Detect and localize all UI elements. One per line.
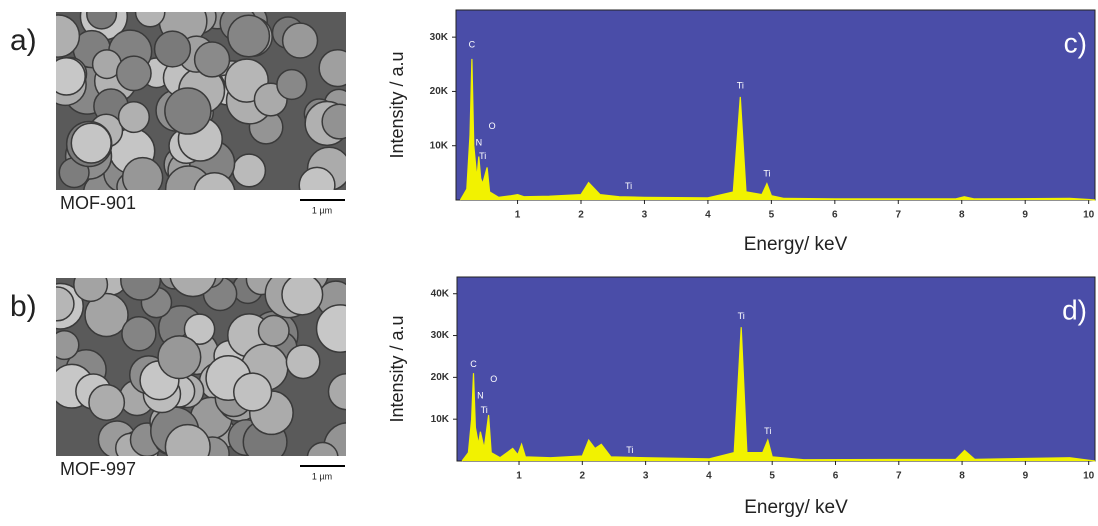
particle [120, 278, 162, 301]
particle [193, 41, 231, 78]
particle [56, 329, 80, 361]
scale-bar-label: 1 µm [312, 471, 332, 481]
peak-label: C [469, 40, 476, 50]
particle [56, 286, 75, 322]
particle [232, 372, 273, 412]
peak-label: Ti [626, 445, 633, 455]
x-tick-label: 9 [1023, 471, 1029, 482]
particle [153, 30, 192, 68]
panel-tag: d) [1062, 294, 1087, 325]
panel-tag: c) [1064, 27, 1087, 58]
peak-label: Ti [764, 426, 771, 436]
x-tick-label: 6 [833, 471, 839, 482]
particle [281, 22, 319, 59]
particle [70, 122, 112, 164]
peak-label: O [490, 374, 497, 384]
particle [157, 335, 202, 380]
particle [306, 441, 339, 456]
spectrum [461, 327, 1096, 462]
particle [298, 166, 336, 190]
peak-label: O [489, 121, 496, 131]
particle [56, 14, 81, 58]
particle [73, 278, 109, 303]
spectrum [459, 58, 1096, 201]
y-tick-label: 30K [431, 330, 450, 341]
peak-label: Ti [481, 405, 488, 415]
x-tick-label: 8 [959, 210, 965, 221]
x-tick-label: 10 [1083, 210, 1095, 221]
particle [115, 55, 152, 92]
particle [193, 172, 236, 190]
x-tick-label: 2 [578, 210, 584, 221]
particle [164, 87, 212, 135]
panel-label: b) [10, 290, 37, 323]
sem-image [56, 12, 346, 190]
particle [285, 344, 321, 380]
particle [281, 278, 324, 316]
peak-label: Ti [479, 151, 486, 161]
x-tick-label: 4 [706, 471, 712, 482]
particle [232, 153, 267, 188]
particle [183, 313, 216, 346]
scale-bar-label: 1 µm [312, 205, 332, 215]
particle [117, 100, 150, 134]
particle [315, 304, 346, 353]
y-axis-label: Intensity / a.u [387, 315, 407, 422]
particle [227, 14, 271, 58]
x-tick-label: 7 [896, 471, 902, 482]
x-tick-label: 1 [516, 471, 522, 482]
particle [121, 156, 164, 190]
x-tick-label: 1 [515, 210, 521, 221]
x-tick-label: 8 [959, 471, 965, 482]
x-tick-label: 5 [769, 210, 775, 221]
particle [321, 103, 346, 140]
sem-image [56, 278, 346, 456]
particle [276, 68, 308, 101]
x-axis-label: Energy/ keV [744, 234, 848, 255]
peak-label: C [470, 359, 477, 369]
peak-label: Ti [737, 80, 744, 90]
particle [169, 278, 217, 298]
x-tick-label: 3 [643, 471, 649, 482]
particle [327, 372, 346, 411]
x-axis-label: Energy/ keV [744, 497, 848, 518]
x-tick-label: 3 [642, 210, 648, 221]
peak-label: Ti [738, 311, 745, 321]
x-tick-label: 4 [705, 210, 711, 221]
particle [318, 48, 346, 88]
y-axis-label: Intensity / a.u [387, 51, 407, 158]
x-tick-label: 10 [1083, 471, 1095, 482]
y-tick-label: 40K [431, 288, 450, 299]
particle [56, 56, 86, 96]
peak-label: Ti [763, 168, 770, 178]
plot-area [455, 9, 1096, 201]
particle [134, 12, 166, 28]
peak-label: N [477, 391, 484, 401]
y-tick-label: 20K [430, 86, 449, 97]
particle [88, 384, 126, 421]
particle [257, 314, 290, 347]
particle [164, 423, 211, 456]
panel-label: a) [10, 24, 37, 57]
particle [121, 315, 157, 352]
x-tick-label: 9 [1022, 210, 1028, 221]
y-tick-label: 30K [430, 32, 449, 43]
particle [84, 292, 129, 338]
peak-label: N [476, 137, 483, 147]
x-tick-label: 2 [580, 471, 586, 482]
x-tick-label: 7 [896, 210, 902, 221]
x-tick-label: 5 [769, 471, 775, 482]
y-tick-label: 20K [431, 372, 450, 383]
peak-label: Ti [625, 181, 632, 191]
y-tick-label: 10K [431, 414, 450, 425]
plot-area [456, 276, 1096, 462]
x-tick-label: 6 [832, 210, 838, 221]
image-caption: MOF-901 [60, 193, 136, 213]
particle [86, 12, 118, 30]
y-tick-label: 10K [430, 140, 449, 151]
image-caption: MOF-997 [60, 459, 136, 479]
